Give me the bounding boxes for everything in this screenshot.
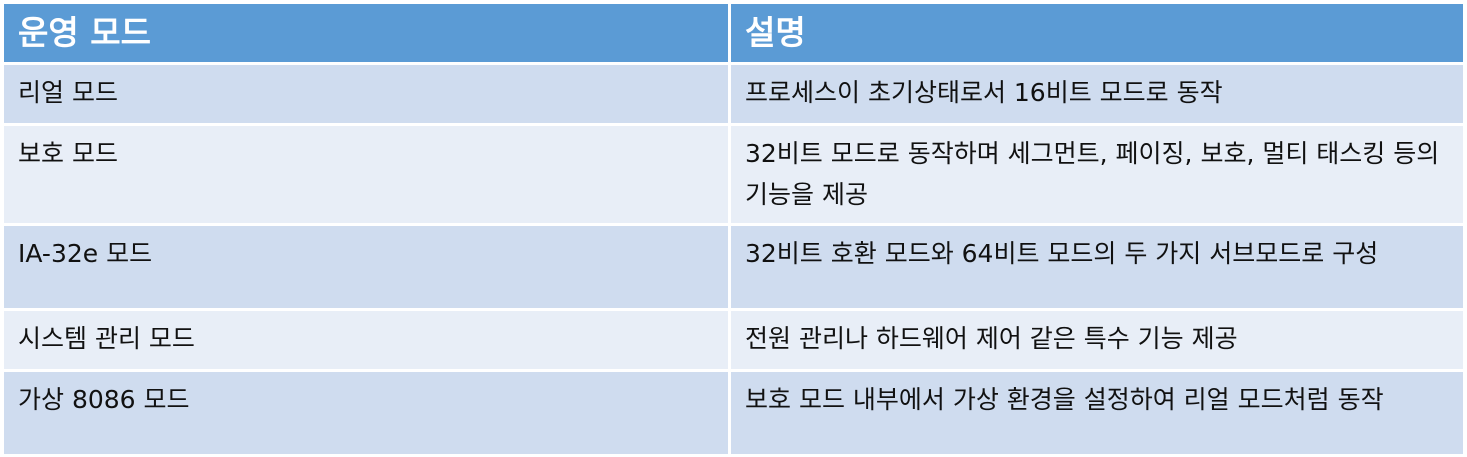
table-row: 가상 8086 모드 보호 모드 내부에서 가상 환경을 설정하여 리얼 모드처… [4, 372, 1463, 457]
mode-cell: 리얼 모드 [4, 65, 731, 126]
description-cell: 전원 관리나 하드웨어 제어 같은 특수 기능 제공 [731, 311, 1463, 372]
description-cell: 32비트 호환 모드와 64비트 모드의 두 가지 서브모드로 구성 [731, 226, 1463, 311]
mode-name: IA-32e 모드 [18, 239, 153, 268]
mode-cell: 가상 8086 모드 [4, 372, 731, 457]
mode-cell: 보호 모드 [4, 126, 731, 226]
mode-description: 전원 관리나 하드웨어 제어 같은 특수 기능 제공 [745, 324, 1238, 353]
table-header-row: 운영 모드 설명 [4, 4, 1463, 65]
mode-description: 보호 모드 내부에서 가상 환경을 설정하여 리얼 모드처럼 동작 [745, 385, 1384, 414]
header-mode: 운영 모드 [4, 4, 731, 65]
description-cell: 프로세스이 초기상태로서 16비트 모드로 동작 [731, 65, 1463, 126]
mode-description: 32비트 호환 모드와 64비트 모드의 두 가지 서브모드로 구성 [745, 239, 1379, 268]
operating-modes-table: 운영 모드 설명 리얼 모드 프로세스이 초기상태로서 16비트 모드로 동작 … [4, 4, 1463, 457]
mode-description: 32비트 모드로 동작하며 세그먼트, 페이징, 보호, 멀티 태스킹 등의 기… [745, 139, 1440, 209]
header-description: 설명 [731, 4, 1463, 65]
mode-description: 프로세스이 초기상태로서 16비트 모드로 동작 [745, 78, 1223, 107]
table-row: 리얼 모드 프로세스이 초기상태로서 16비트 모드로 동작 [4, 65, 1463, 126]
table-row: 보호 모드 32비트 모드로 동작하며 세그먼트, 페이징, 보호, 멀티 태스… [4, 126, 1463, 226]
table-row: 시스템 관리 모드 전원 관리나 하드웨어 제어 같은 특수 기능 제공 [4, 311, 1463, 372]
mode-cell: IA-32e 모드 [4, 226, 731, 311]
description-cell: 32비트 모드로 동작하며 세그먼트, 페이징, 보호, 멀티 태스킹 등의 기… [731, 126, 1463, 226]
mode-cell: 시스템 관리 모드 [4, 311, 731, 372]
mode-name: 보호 모드 [18, 139, 118, 168]
table-row: IA-32e 모드 32비트 호환 모드와 64비트 모드의 두 가지 서브모드… [4, 226, 1463, 311]
mode-name: 가상 8086 모드 [18, 385, 190, 414]
mode-name: 시스템 관리 모드 [18, 324, 195, 353]
description-cell: 보호 모드 내부에서 가상 환경을 설정하여 리얼 모드처럼 동작 [731, 372, 1463, 457]
mode-name: 리얼 모드 [18, 78, 118, 107]
